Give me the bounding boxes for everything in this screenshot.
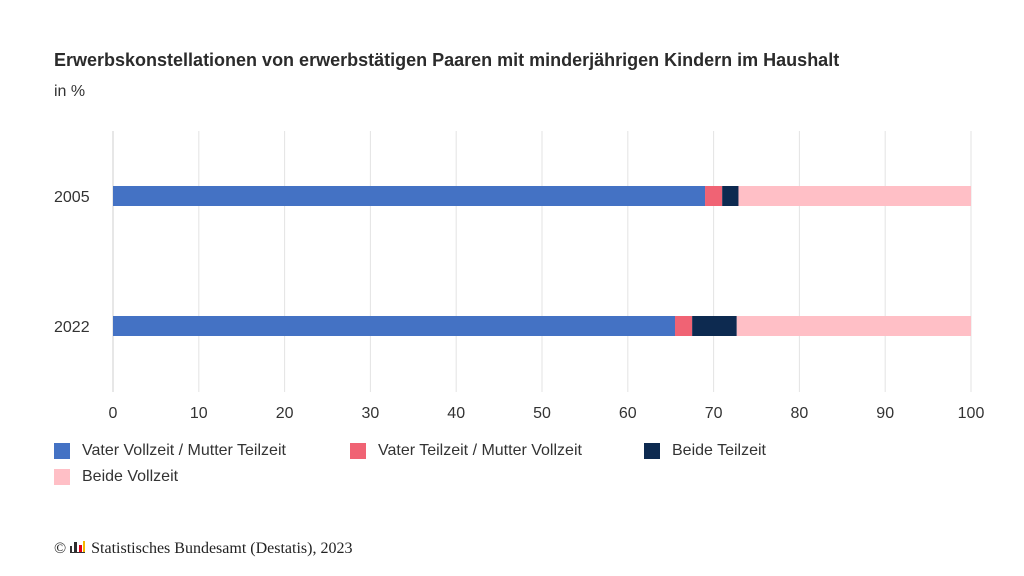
bar-segment-2022-series-2[interactable] <box>692 316 737 336</box>
destatis-logo-icon <box>70 540 86 558</box>
x-tick-label-40: 40 <box>447 405 465 422</box>
x-tick-label-80: 80 <box>791 405 809 422</box>
legend-swatch <box>350 443 366 459</box>
bar-segment-2022-series-1[interactable] <box>674 316 693 336</box>
category-label-2005: 2005 <box>54 189 90 206</box>
x-tick-label-100: 100 <box>958 405 985 422</box>
legend-label: Vater Vollzeit / Mutter Teilzeit <box>82 442 286 459</box>
legend-swatch <box>54 469 70 485</box>
bar-segment-2005-series-2[interactable] <box>722 186 739 206</box>
x-tick-label-30: 30 <box>362 405 380 422</box>
x-tick-label-70: 70 <box>705 405 723 422</box>
legend-label: Vater Teilzeit / Mutter Vollzeit <box>378 442 582 459</box>
bar-segment-2005-series-3[interactable] <box>738 186 971 206</box>
legend-label: Beide Vollzeit <box>82 468 179 485</box>
legend-swatch <box>644 443 660 459</box>
chart-title: Erwerbskonstellationen von erwerbstätige… <box>54 50 840 70</box>
category-label-2022: 2022 <box>54 319 90 336</box>
legend-item-vater-vollzeit-mutter-teilzeit[interactable]: Vater Vollzeit / Mutter Teilzeit <box>54 442 286 460</box>
bar-segment-2005-series-1[interactable] <box>705 186 723 206</box>
source-text: Statistisches Bundesamt (Destatis), 2023 <box>91 540 353 557</box>
bar-segment-2005-series-0[interactable] <box>113 186 706 206</box>
x-tick-label-50: 50 <box>533 405 551 422</box>
bar-segment-2022-series-3[interactable] <box>736 316 971 336</box>
x-tick-label-10: 10 <box>190 405 208 422</box>
chart-subtitle: in % <box>54 83 86 100</box>
legend-swatch <box>54 443 70 459</box>
legend-item-vater-teilzeit-mutter-vollzeit[interactable]: Vater Teilzeit / Mutter Vollzeit <box>350 442 582 460</box>
source-footer: © Statistisches Bundesamt (Destatis), 20… <box>54 540 352 558</box>
legend-label: Beide Teilzeit <box>672 442 766 459</box>
x-tick-label-0: 0 <box>109 405 118 422</box>
copyright-symbol: © <box>54 540 67 557</box>
bar-segment-2022-series-0[interactable] <box>113 316 675 336</box>
x-tick-label-60: 60 <box>619 405 637 422</box>
x-tick-label-20: 20 <box>276 405 294 422</box>
x-tick-label-90: 90 <box>876 405 894 422</box>
legend-item-beide-vollzeit[interactable]: Beide Vollzeit <box>54 468 178 486</box>
legend-item-beide-teilzeit[interactable]: Beide Teilzeit <box>644 442 766 460</box>
